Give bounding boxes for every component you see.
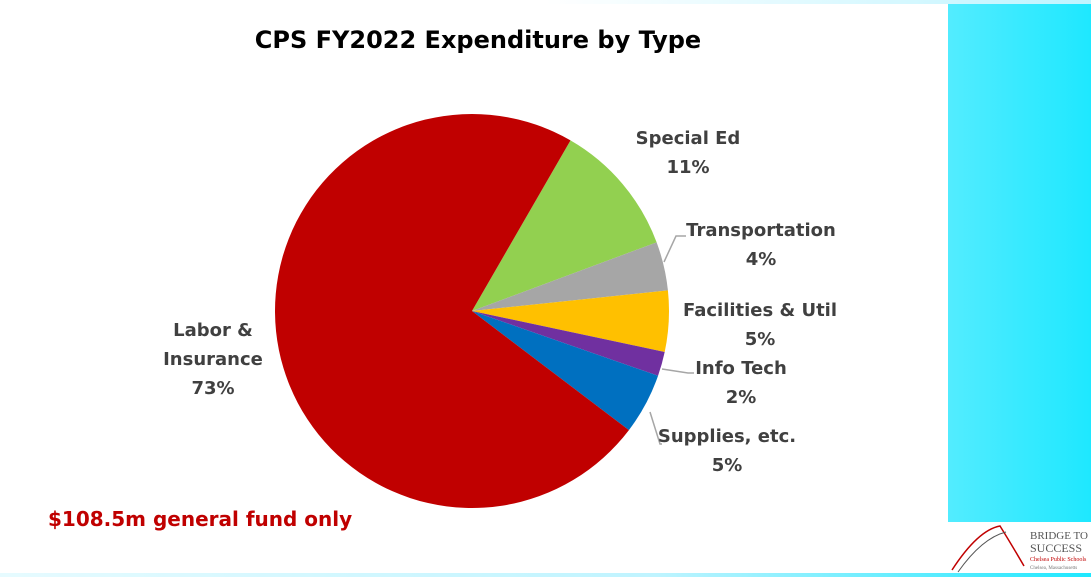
logo-graphic: BRIDGE TO SUCCESS Chelsea Public Schools…: [951, 525, 1088, 573]
category-label: Supplies, etc.: [657, 426, 797, 447]
value-label: 11%: [666, 157, 710, 178]
data-label: Special Ed 11%: [608, 124, 768, 182]
data-label: Supplies, etc. 5%: [647, 422, 807, 480]
category-label: Info Tech: [695, 358, 787, 379]
value-label: 4%: [745, 249, 777, 270]
pie-slice: [274, 113, 629, 509]
pie-slice: [472, 290, 669, 352]
annotation: $108.5m general fund only: [48, 507, 353, 531]
category-label: Special Ed: [635, 128, 741, 149]
data-label: Labor & Insurance 73%: [153, 316, 273, 403]
value-label: 5%: [744, 329, 776, 350]
logo: BRIDGE TO SUCCESS Chelsea Public Schools…: [948, 522, 1091, 573]
top-strip: [0, 0, 1091, 4]
leader-lines: [649, 235, 694, 445]
pie-slice: [472, 140, 657, 311]
leader-line: [649, 411, 662, 445]
category-label: Labor & Insurance: [163, 320, 263, 370]
logo-text: SUCCESS: [1030, 541, 1082, 555]
leader-line: [661, 368, 694, 374]
value-label: 73%: [191, 378, 235, 399]
logo-text: BRIDGE TO: [1030, 530, 1088, 542]
value-label: 2%: [725, 387, 757, 408]
logo-text: Chelsea Public Schools: [1030, 557, 1087, 563]
pie-slice: [472, 311, 665, 376]
leader-line: [663, 235, 686, 263]
data-label: Info Tech 2%: [681, 354, 801, 412]
logo-text: Chelsea, Massachusetts: [1030, 566, 1077, 571]
bridge: [951, 525, 1025, 571]
value-label: 5%: [711, 455, 743, 476]
category-label: Facilities & Util: [682, 300, 838, 321]
data-label: Transportation 4%: [671, 216, 851, 274]
category-label: Transportation: [686, 220, 836, 241]
chart-title: CPS FY2022 Expenditure by Type: [254, 26, 702, 54]
data-label: Facilities & Util 5%: [665, 296, 855, 354]
pie-slice: [472, 242, 668, 311]
bridge: [957, 531, 1007, 573]
pie-slice: [472, 311, 659, 431]
